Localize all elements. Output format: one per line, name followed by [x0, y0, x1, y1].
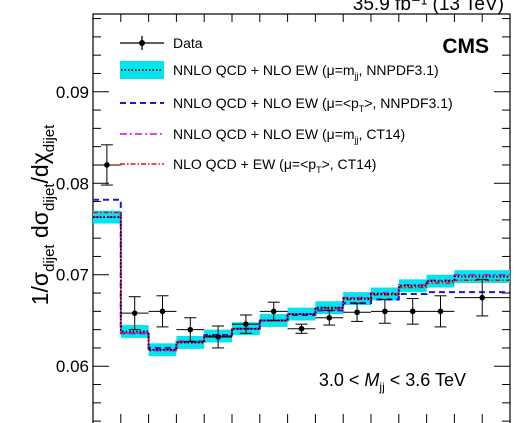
- band-segment: [343, 292, 371, 305]
- data-point: [187, 326, 194, 333]
- ylabel-sub-1: dijet: [41, 244, 58, 272]
- legend-nnlo-mjj-ct14-text: NNLO QCD + NLO EW (μ=mjj, CT14): [173, 126, 405, 145]
- data-point: [243, 321, 249, 327]
- data-point: [354, 309, 360, 316]
- band-segment: [426, 274, 455, 288]
- y-axis-ticks: [93, 18, 510, 422]
- band-segment: [120, 325, 149, 338]
- data-point: [437, 308, 444, 315]
- mass-range-prefix: 3.0 <: [319, 370, 365, 390]
- data-point: [298, 325, 305, 332]
- legend-1-main: NNLO QCD + NLO EW (μ=m: [173, 62, 355, 78]
- legend-data-marker: [139, 40, 145, 46]
- legend-nnlo-pt-nnpdf-text: NNLO QCD + NLO EW (μ=<pT>, NNPDF3.1): [173, 95, 453, 114]
- legend-nlo-pt-ct14-text: NLO QCD + EW (μ=<pT>, CT14): [173, 156, 376, 175]
- ylabel-sub-2: dijet: [41, 183, 58, 211]
- mass-range-sub: jj: [378, 380, 384, 394]
- data-point: [159, 308, 166, 315]
- legend-entry-nlo-pt-ct14: NLO QCD + EW (μ=<pT>, CT14): [120, 156, 376, 175]
- plot-frame: [92, 13, 511, 423]
- y-tick-label: 0.06: [56, 357, 89, 376]
- legend-entry-nnlo-pt-nnpdf: NNLO QCD + NLO EW (μ=<pT>, NNPDF3.1): [120, 95, 453, 114]
- mass-range-var: M: [364, 370, 379, 390]
- mass-range-suffix: < 3.6 TeV: [385, 370, 466, 390]
- y-tick-label: 0.08: [56, 174, 89, 193]
- legend-entry-nnlo-mjj-nnpdf: NNLO QCD + NLO EW (μ=mjj, NNPDF3.1): [120, 61, 439, 81]
- legend-2-main: NNLO QCD + NLO EW (μ=<p: [173, 95, 359, 111]
- legend-4-tail: >, CT14): [322, 156, 377, 172]
- x-axis-ticks: [92, 14, 511, 423]
- cms-label: CMS: [442, 35, 489, 58]
- legend-2-sub: T: [359, 104, 365, 114]
- ylabel-part-1: 1/σ: [27, 272, 53, 305]
- data-point: [270, 308, 277, 315]
- theory-curves: [93, 198, 510, 352]
- legend-2-tail: >, NNPDF3.1): [364, 95, 452, 111]
- legend: Data NNLO QCD + NLO EW (μ=mjj, NNPDF3.1)…: [120, 35, 453, 175]
- series-nnlo-mjj-ct14: [93, 216, 510, 352]
- legend-4-sub: T: [316, 165, 322, 175]
- lumi-label: 35.9 fb⁻¹ (13 TeV): [353, 0, 504, 15]
- legend-data-text: Data: [173, 35, 203, 51]
- band-segment: [398, 279, 427, 293]
- data-point: [131, 310, 138, 316]
- legend-3-main: NNLO QCD + NLO EW (μ=m: [173, 126, 355, 142]
- data-point: [479, 294, 486, 301]
- y-axis-tick-labels: 0.06 0.07 0.08 0.09: [56, 83, 89, 376]
- legend-1-tail: , NNPDF3.1): [359, 62, 439, 78]
- data-point: [382, 308, 388, 315]
- legend-1-sub: jj: [354, 71, 359, 81]
- legend-4-main: NLO QCD + EW (μ=<p: [173, 156, 316, 172]
- y-tick-label: 0.09: [56, 83, 89, 102]
- y-tick-label: 0.07: [56, 266, 89, 285]
- ylabel-part-2: dσ: [27, 211, 53, 244]
- y-axis-label: 1/σdijet dσdijet/dχdijet: [27, 124, 58, 305]
- legend-3-sub: jj: [354, 135, 359, 145]
- ylabel-part-3: /dχ: [27, 152, 53, 183]
- data-point: [104, 162, 110, 168]
- legend-3-tail: , CT14): [359, 126, 406, 142]
- ylabel-sub-3: dijet: [41, 124, 58, 152]
- data-point: [215, 334, 221, 340]
- data-points: [93, 144, 510, 349]
- legend-entry-nnlo-mjj-ct14: NNLO QCD + NLO EW (μ=mjj, CT14): [120, 126, 405, 145]
- data-point: [409, 308, 416, 315]
- band-segment: [93, 210, 121, 224]
- mass-range-label: 3.0 < Mjj < 3.6 TeV: [319, 370, 466, 394]
- data-point: [326, 314, 333, 321]
- legend-nnlo-mjj-nnpdf-text: NNLO QCD + NLO EW (μ=mjj, NNPDF3.1): [173, 62, 439, 81]
- legend-entry-data: Data: [120, 35, 203, 51]
